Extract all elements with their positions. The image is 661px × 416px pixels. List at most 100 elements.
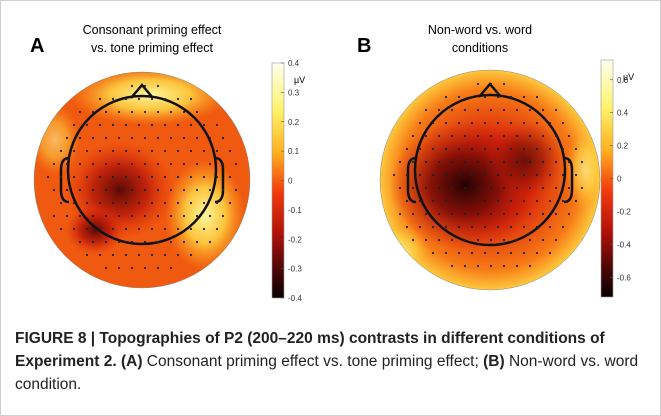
- electrode: [496, 147, 500, 151]
- electrode: [470, 225, 474, 229]
- electrode: [450, 212, 454, 216]
- electrode: [143, 136, 147, 140]
- electrode: [515, 108, 519, 112]
- electrode: [176, 253, 180, 257]
- electrode: [431, 199, 435, 203]
- panel-title: vs. tone priming effect: [91, 41, 214, 55]
- electrode: [476, 264, 480, 268]
- electrode: [437, 134, 441, 138]
- electrode: [463, 160, 467, 164]
- electrode: [143, 110, 147, 114]
- electrode: [483, 199, 487, 203]
- electrode: [143, 266, 147, 270]
- electrode: [78, 136, 82, 140]
- electrode: [444, 95, 448, 99]
- electrode: [130, 240, 134, 244]
- electrode: [411, 186, 415, 190]
- electrode: [156, 136, 160, 140]
- electrode: [424, 212, 428, 216]
- electrode: [163, 123, 167, 127]
- electrode: [130, 162, 134, 166]
- electrode: [91, 162, 95, 166]
- electrode: [104, 188, 108, 192]
- electrode: [522, 121, 526, 125]
- electrode: [150, 201, 154, 205]
- electrode: [405, 173, 409, 177]
- electrode: [476, 186, 480, 190]
- electrode: [163, 149, 167, 153]
- colorbar-tick-label: 0.2: [288, 118, 300, 127]
- electrode: [98, 253, 102, 257]
- electrode: [554, 108, 558, 112]
- electrode: [483, 95, 487, 99]
- electrode: [476, 160, 480, 164]
- electrode: [528, 134, 532, 138]
- electrode: [561, 173, 565, 177]
- electrode: [52, 162, 56, 166]
- colorbar-tick-label: 0.1: [288, 147, 300, 156]
- electrode: [392, 173, 396, 177]
- electrode: [522, 251, 526, 255]
- electrode: [450, 134, 454, 138]
- electrode: [528, 238, 532, 242]
- electrode: [522, 173, 526, 177]
- electrode: [470, 147, 474, 151]
- electrode: [535, 147, 539, 151]
- electrode: [208, 240, 212, 244]
- electrode: [195, 162, 199, 166]
- electrode: [496, 199, 500, 203]
- electrode: [156, 188, 160, 192]
- electrode: [502, 186, 506, 190]
- electrode: [567, 134, 571, 138]
- electrode: [124, 149, 128, 153]
- electrode: [489, 160, 493, 164]
- electrode: [150, 175, 154, 179]
- electrode: [574, 173, 578, 177]
- electrode: [91, 188, 95, 192]
- electrode: [476, 238, 480, 242]
- electrode: [541, 160, 545, 164]
- electrode: [418, 225, 422, 229]
- electrode: [189, 227, 193, 231]
- electrode: [195, 240, 199, 244]
- electrode: [163, 97, 167, 101]
- electrode: [515, 186, 519, 190]
- electrode: [457, 147, 461, 151]
- caption-label: FIGURE 8 | Topographies of P2 (200–220 m…: [15, 330, 605, 370]
- electrode: [221, 188, 225, 192]
- colorbar-tick-label: 0.2: [617, 142, 629, 151]
- electrode: [182, 214, 186, 218]
- colorbar-tick-label: -0.3: [288, 265, 302, 274]
- electrode: [124, 253, 128, 257]
- electrode: [156, 240, 160, 244]
- electrode: [130, 84, 134, 88]
- electrode: [65, 162, 69, 166]
- electrode: [522, 225, 526, 229]
- electrode: [561, 225, 565, 229]
- electrode: [470, 173, 474, 177]
- electrode: [150, 227, 154, 231]
- electrode: [169, 240, 173, 244]
- electrode: [489, 108, 493, 112]
- electrode: [437, 186, 441, 190]
- electrode: [169, 214, 173, 218]
- electrode: [431, 225, 435, 229]
- electrode: [91, 110, 95, 114]
- electrode: [104, 110, 108, 114]
- electrode: [202, 149, 206, 153]
- electrode: [98, 201, 102, 205]
- panel-title: Non-word vs. word: [428, 23, 532, 37]
- electrode: [130, 188, 134, 192]
- electrode: [541, 186, 545, 190]
- electrode: [541, 134, 545, 138]
- electrode: [515, 134, 519, 138]
- electrode: [52, 188, 56, 192]
- colorbar-unit: µV: [623, 72, 634, 82]
- electrode: [124, 123, 128, 127]
- electrode: [567, 160, 571, 164]
- caption-text: Non-word vs. word condition.: [15, 353, 639, 393]
- electrode: [234, 162, 238, 166]
- electrode: [117, 110, 121, 114]
- electrode: [124, 227, 128, 231]
- electrode: [437, 108, 441, 112]
